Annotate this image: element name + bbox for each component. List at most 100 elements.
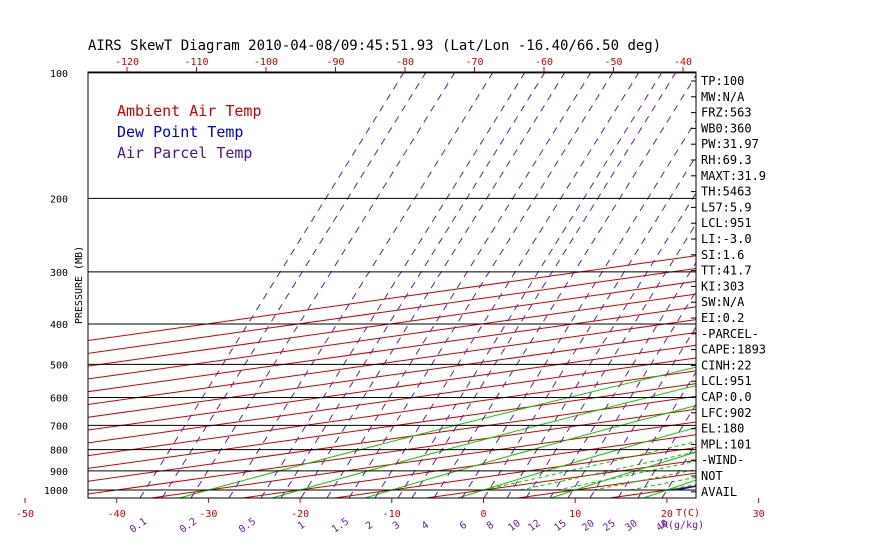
- pressure-tick-label: 400: [50, 320, 68, 331]
- isotherm-line: [330, 447, 696, 498]
- index-entry: -PARCEL-: [701, 327, 759, 341]
- dry-adiabat-line: [827, 73, 870, 499]
- isotherm-line: [422, 459, 696, 498]
- mixing-ratio-label: 4: [420, 520, 431, 532]
- mixing-ratio-line: [567, 290, 696, 498]
- mixing-ratio-line: [348, 72, 614, 498]
- mixing-ratio-line: [300, 72, 566, 498]
- mixing-ratio-line: [411, 72, 677, 498]
- mixing-ratio-line: [260, 72, 526, 498]
- bottom-temp-label: -30: [199, 509, 217, 520]
- dry-adiabat-line: [177, 366, 696, 498]
- index-entry: MPL:101: [701, 437, 752, 451]
- mixing-ratio-label: 6: [458, 520, 469, 532]
- pressure-tick-label: 700: [50, 421, 68, 432]
- moist-adiabat-line: [777, 198, 870, 490]
- index-entry: KI:303: [701, 279, 744, 293]
- mixing-ratio-line: [161, 72, 427, 498]
- mixing-ratio-label: 15: [552, 518, 568, 534]
- legend-entry: Ambient Air Temp: [117, 102, 262, 120]
- mixing-ratio-label: 1: [296, 520, 307, 532]
- index-entry: CINH:22: [701, 358, 752, 372]
- index-entry: -WIND-: [701, 453, 744, 467]
- mixing-ratio-label: 0.5: [237, 516, 258, 535]
- mixing-ratio-line: [433, 74, 696, 498]
- index-entry: FRZ:563: [701, 106, 752, 120]
- isotherm-line: [147, 421, 696, 498]
- top-temp-label: -120: [115, 57, 139, 68]
- isotherm-line: [239, 434, 696, 498]
- mixing-ratio-line: [661, 442, 696, 498]
- index-entry: EI:0.2: [701, 311, 744, 325]
- index-entry: L57:5.9: [701, 200, 752, 214]
- mixing-ratio-line: [461, 119, 696, 498]
- index-entry: LCL:951: [701, 216, 752, 230]
- mixing-ratio-line: [397, 72, 663, 498]
- pressure-tick-label: 600: [50, 393, 68, 404]
- top-temp-label: -90: [326, 57, 344, 68]
- pressure-tick-label: 500: [50, 360, 68, 371]
- isotherm-line: [88, 408, 696, 495]
- dry-adiabat-line: [363, 405, 696, 498]
- moist-adiabat-line: [520, 451, 696, 491]
- mixing-ratio-label: 2: [364, 520, 375, 532]
- mixing-ratio-label: 30: [623, 518, 639, 534]
- dry-adiabat-line: [456, 427, 696, 498]
- mixing-ratio-label: 1.5: [330, 516, 351, 535]
- mixing-ratio-line: [637, 403, 696, 498]
- mixing-ratio-label: 10: [506, 518, 522, 534]
- x-axis-label: T(C): [676, 508, 700, 519]
- bottom-temp-label: 10: [569, 509, 581, 520]
- mixing-ratio-line: [139, 72, 405, 498]
- bottom-temp-label: 20: [661, 509, 673, 520]
- mixing-ratio-line: [280, 72, 546, 498]
- mixing-ratio-line: [506, 192, 696, 498]
- pressure-tick-label: 900: [50, 467, 68, 478]
- isotherm-line: [88, 344, 696, 431]
- bottom-temp-label: 0: [480, 509, 486, 520]
- bottom-temp-label: -20: [291, 509, 309, 520]
- index-entry: SW:N/A: [701, 295, 745, 309]
- dry-adiabat-line: [270, 385, 696, 498]
- bottom-temp-label: -50: [16, 509, 34, 520]
- moist-adiabat-line: [850, 198, 870, 490]
- index-entry: TT:41.7: [701, 264, 752, 278]
- index-entry: EL:180: [701, 422, 744, 436]
- top-temp-label: -50: [604, 57, 622, 68]
- bottom-temp-label: -10: [383, 509, 401, 520]
- mixing-ratio-line: [374, 72, 640, 498]
- mixing-ratio-line: [190, 72, 456, 498]
- mixing-ratio-label: 20: [580, 518, 596, 534]
- mixing-ratio-line: [589, 326, 696, 498]
- index-entry: TH:5463: [701, 185, 752, 199]
- pressure-tick-label: 200: [50, 194, 68, 205]
- isotherm-line: [88, 357, 696, 444]
- isotherm-line: [88, 268, 696, 354]
- bottom-temp-label: -40: [108, 509, 126, 520]
- index-entry: LI:-3.0: [701, 232, 752, 246]
- top-temp-label: -60: [535, 57, 553, 68]
- moist-adiabat-line: [666, 484, 696, 491]
- index-entry: MAXT:31.9: [701, 169, 766, 183]
- index-entry: AVAIL: [701, 485, 737, 499]
- mixing-ratio-label: 25: [601, 518, 617, 534]
- isotherm-line: [88, 395, 696, 482]
- top-temp-label: -100: [254, 57, 278, 68]
- moist-adiabat-line: [483, 441, 696, 491]
- moist-adiabat-line: [556, 460, 696, 491]
- mixing-ratio-line: [617, 371, 696, 498]
- index-entry: SI:1.6: [701, 248, 744, 262]
- mixing-ratio-label: 0.2: [178, 516, 199, 535]
- mixing-ratio-label: 8: [485, 520, 496, 532]
- top-temp-label: -110: [184, 57, 208, 68]
- legend-entry: Dew Point Temp: [117, 123, 243, 141]
- mixing-ratio-line: [549, 261, 696, 498]
- index-entry: LCL:951: [701, 374, 752, 388]
- index-entry: LFC:902: [701, 406, 752, 420]
- bottom-temp-label: 30: [753, 509, 765, 520]
- index-entry: PW:31.97: [701, 137, 759, 151]
- dry-adiabat-line: [549, 451, 696, 498]
- moist-adiabat-line: [814, 198, 870, 490]
- index-entry: WB0:360: [701, 121, 752, 135]
